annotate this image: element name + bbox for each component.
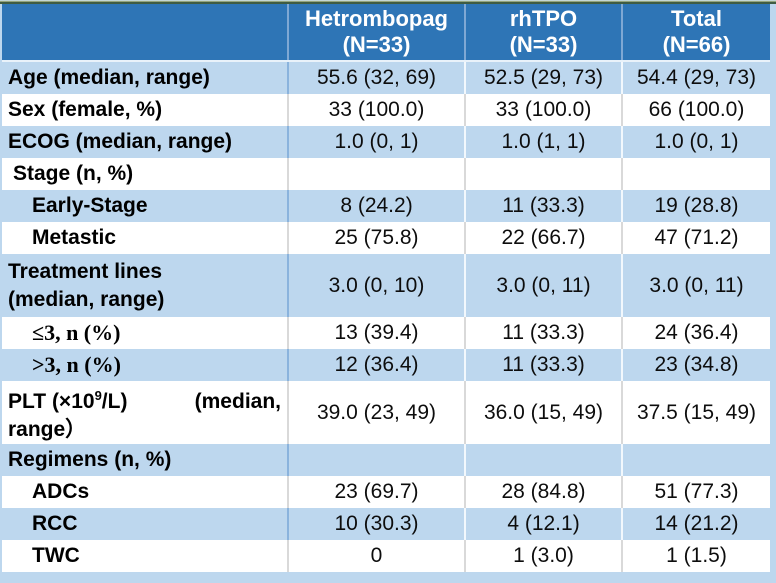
row-label: ≤3, n (%): [32, 320, 121, 345]
row-label: Sex (female, %): [8, 98, 163, 121]
cell-value: 52.5 (29, 73): [464, 61, 622, 94]
column-title: rhTPO: [509, 6, 578, 31]
column-title: Hetrombopag: [305, 6, 448, 31]
table-row-adcs: ADCs 23 (69.7) 28 (84.8) 51 (77.3): [2, 476, 770, 508]
plt-superscript: 9: [94, 387, 102, 403]
row-label: RCC: [32, 512, 78, 535]
column-subtitle: (N=33): [509, 32, 578, 57]
table-row-stage: Stage (n, %): [2, 158, 770, 190]
cell-value: 1.0 (0, 1): [287, 126, 465, 158]
cell-value: 12 (36.4): [287, 349, 465, 381]
row-label-line2: range）: [8, 417, 87, 441]
cell-value: 36.0 (15, 49): [464, 381, 622, 444]
cell-value: 0: [287, 540, 465, 572]
cell-value: 47 (71.2): [621, 222, 770, 254]
row-label-line2: (median, range): [8, 287, 165, 311]
cell-value: 55.6 (32, 69): [287, 61, 465, 94]
cell-value: 22 (66.7): [464, 222, 622, 254]
cell-value: 11 (33.3): [464, 317, 622, 349]
cell-value: 3.0 (0, 10): [287, 254, 465, 317]
plt-unit: PLT (×109/L): [8, 387, 128, 413]
column-header-total: Total (N=66): [621, 4, 770, 62]
cell-value: 1 (1.5): [621, 540, 770, 572]
cell-value: 1 (3.0): [464, 540, 622, 572]
corner-header-cell: [2, 4, 288, 62]
cell-value: 3.0 (0, 11): [464, 254, 622, 317]
column-subtitle: (N=33): [342, 32, 411, 57]
table-row-regimens: Regimens (n, %): [2, 444, 770, 476]
cell-value: 19 (28.8): [621, 190, 770, 222]
row-label: PLT (×109/L) (median, range）: [2, 381, 288, 444]
column-header-rhtpo: rhTPO (N=33): [464, 4, 622, 62]
baseline-characteristics-table: Hetrombopag (N=33) rhTPO (N=33) Total (N…: [2, 4, 770, 572]
row-label: ADCs: [32, 480, 90, 503]
cell-value: 39.0 (23, 49): [287, 381, 465, 444]
table-row-le3-lines: ≤3, n (%) 13 (39.4) 11 (33.3) 24 (36.4): [2, 317, 770, 349]
cell-value: [464, 158, 622, 190]
cell-value: 23 (69.7): [287, 476, 465, 508]
table-row-twc: TWC 0 1 (3.0) 1 (1.5): [2, 540, 770, 572]
cell-value: 33 (100.0): [464, 94, 622, 126]
row-label: Early-Stage: [32, 194, 148, 217]
row-label: Stage (n, %): [13, 162, 134, 185]
cell-value: 24 (36.4): [621, 317, 770, 349]
cell-value: 11 (33.3): [464, 190, 622, 222]
column-title: Total: [671, 6, 722, 31]
cell-value: 3.0 (0, 11): [621, 254, 770, 317]
row-label: Treatment lines (median, range): [2, 254, 288, 317]
cell-value: 25 (75.8): [287, 222, 465, 254]
row-label: >3, n (%): [32, 352, 121, 377]
table-row-metastic: Metastic 25 (75.8) 22 (66.7) 47 (71.2): [2, 222, 770, 254]
table-body: Age (median, range) 55.6 (32, 69) 52.5 (…: [2, 61, 770, 572]
cell-value: 4 (12.1): [464, 508, 622, 540]
table-row-early-stage: Early-Stage 8 (24.2) 11 (33.3) 19 (28.8): [2, 190, 770, 222]
cell-value: 33 (100.0): [287, 94, 465, 126]
cell-value: 8 (24.2): [287, 190, 465, 222]
row-label: TWC: [32, 544, 80, 567]
table-row-plt: PLT (×109/L) (median, range） 39.0 (23, 4…: [2, 381, 770, 444]
row-label: ECOG (median, range): [8, 130, 233, 153]
row-label: Metastic: [32, 226, 117, 249]
cell-value: 23 (34.8): [621, 349, 770, 381]
table-row-age: Age (median, range) 55.6 (32, 69) 52.5 (…: [2, 61, 770, 94]
cell-value: [464, 444, 622, 476]
cell-value: 28 (84.8): [464, 476, 622, 508]
cell-value: [287, 444, 465, 476]
table-row-rcc: RCC 10 (30.3) 4 (12.1) 14 (21.2): [2, 508, 770, 540]
cell-value: 54.4 (29, 73): [621, 61, 770, 94]
header-row: Hetrombopag (N=33) rhTPO (N=33) Total (N…: [2, 4, 770, 62]
cell-value: 51 (77.3): [621, 476, 770, 508]
cell-value: [621, 444, 770, 476]
cell-value: [287, 158, 465, 190]
plt-median-word: (median,: [194, 389, 281, 413]
cell-value: 66 (100.0): [621, 94, 770, 126]
row-label: Regimens (n, %): [8, 448, 172, 471]
row-label-line1: PLT (×109/L) (median,: [8, 382, 285, 416]
cell-value: 1.0 (1, 1): [464, 126, 622, 158]
row-label: Age (median, range): [8, 66, 210, 89]
column-subtitle: (N=66): [662, 32, 731, 57]
cell-value: 10 (30.3): [287, 508, 465, 540]
slide-top-edge: [0, 0, 776, 4]
cell-value: 11 (33.3): [464, 349, 622, 381]
cell-value: [621, 158, 770, 190]
cell-value: 14 (21.2): [621, 508, 770, 540]
row-label-line1: Treatment lines: [8, 259, 163, 283]
table-row-sex: Sex (female, %) 33 (100.0) 33 (100.0) 66…: [2, 94, 770, 126]
table-row-treatment-lines: Treatment lines (median, range) 3.0 (0, …: [2, 254, 770, 317]
cell-value: 1.0 (0, 1): [621, 126, 770, 158]
cell-value: 13 (39.4): [287, 317, 465, 349]
column-header-hetrombopag: Hetrombopag (N=33): [287, 4, 465, 62]
cell-value: 37.5 (15, 49): [621, 381, 770, 444]
table-row-ecog: ECOG (median, range) 1.0 (0, 1) 1.0 (1, …: [2, 126, 770, 158]
table-row-gt3-lines: >3, n (%) 12 (36.4) 11 (33.3) 23 (34.8): [2, 349, 770, 381]
table-header: Hetrombopag (N=33) rhTPO (N=33) Total (N…: [2, 4, 770, 62]
